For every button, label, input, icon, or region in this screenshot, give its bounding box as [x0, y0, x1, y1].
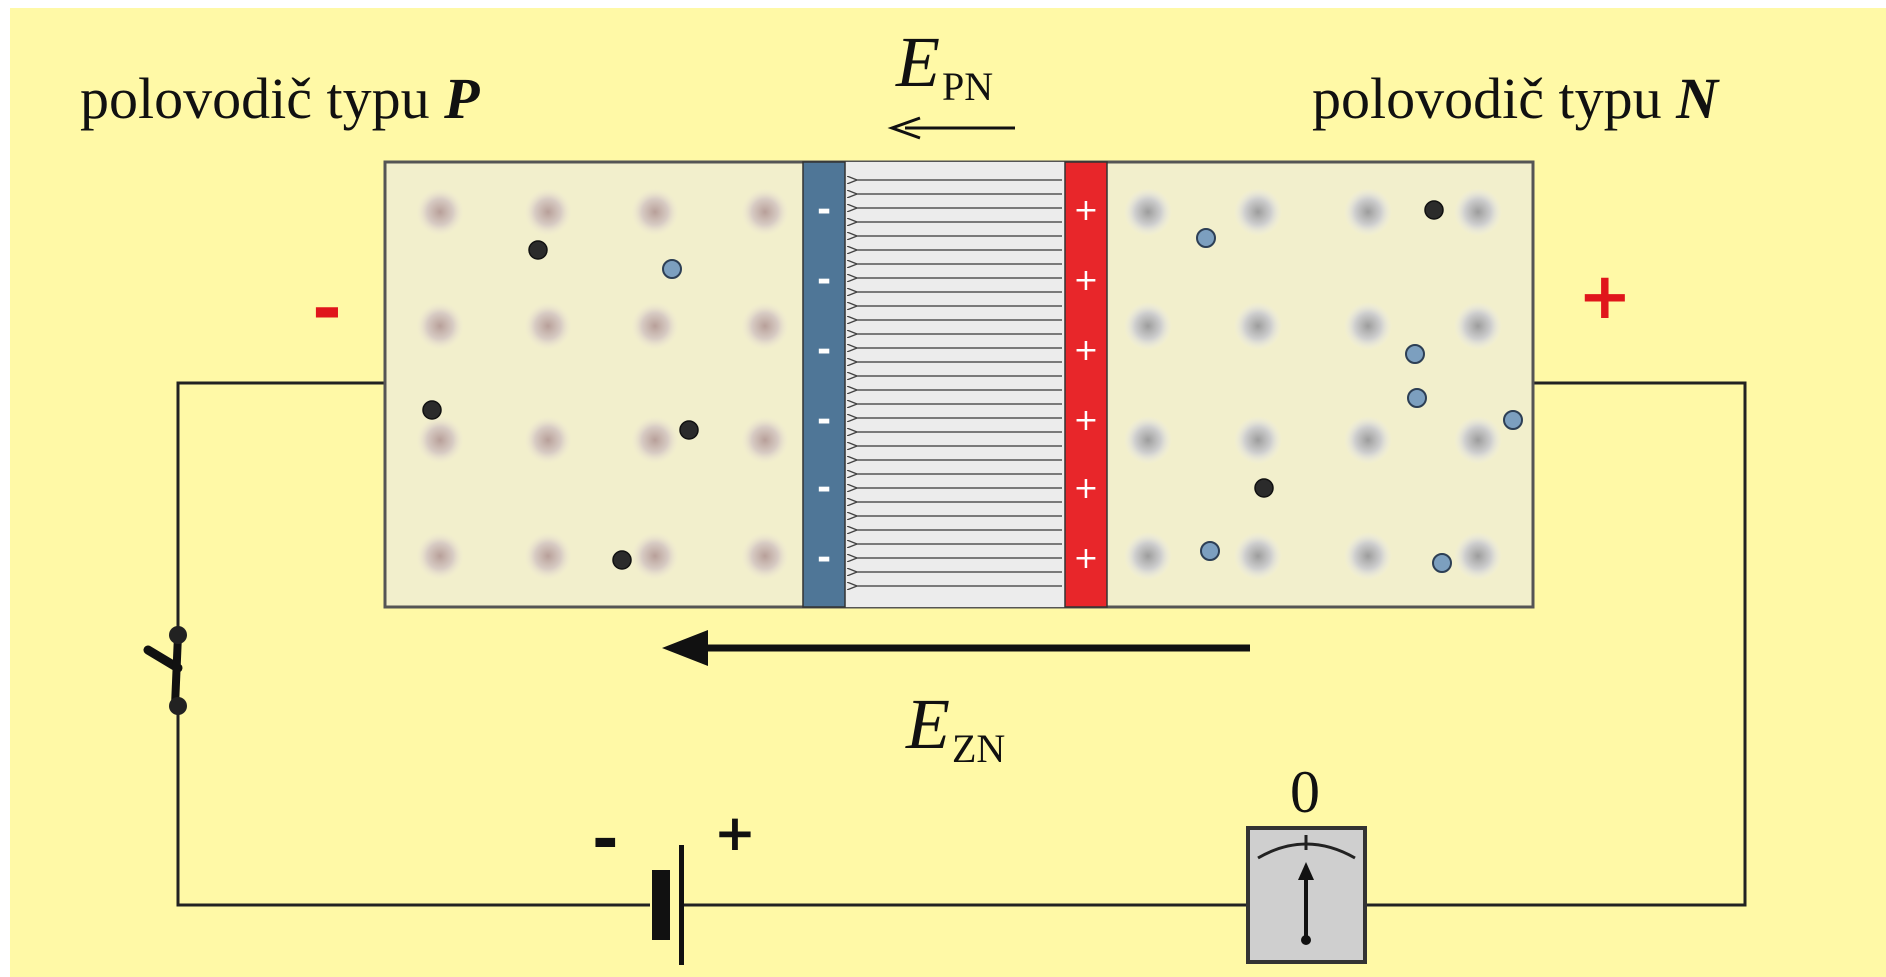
electron	[679, 420, 699, 440]
donor-ion	[1454, 302, 1502, 350]
positive-charge-sign: +	[1073, 541, 1098, 576]
battery-negative-plate	[652, 870, 670, 940]
acceptor-ion	[631, 188, 679, 236]
negative-charge-sign: -	[817, 400, 831, 440]
donor-ion	[1124, 416, 1172, 464]
donor-ion	[1124, 532, 1172, 580]
acceptor-ion	[741, 416, 789, 464]
acceptor-ion	[631, 302, 679, 350]
n-region-label: polovodič typu	[1312, 66, 1677, 131]
battery-minus-sign: -	[592, 803, 619, 877]
acceptor-ion	[631, 416, 679, 464]
negative-ion-layer	[802, 161, 846, 608]
acceptor-ion	[416, 416, 464, 464]
negative-charge-sign: -	[817, 260, 831, 300]
switch-blade	[171, 634, 182, 707]
ammeter-reading: 0	[1290, 759, 1320, 825]
donor-ion	[1234, 302, 1282, 350]
donor-ion	[1234, 188, 1282, 236]
donor-ion	[1454, 416, 1502, 464]
n-region-title: polovodič typu N	[1312, 70, 1718, 128]
positive-charge-sign: +	[1073, 403, 1098, 438]
electron	[422, 400, 442, 420]
acceptor-ion	[524, 302, 572, 350]
electron	[1254, 478, 1274, 498]
negative-charge-sign: -	[817, 190, 831, 230]
donor-ion	[1454, 188, 1502, 236]
hole	[1196, 228, 1216, 248]
donor-ion	[1344, 188, 1392, 236]
hole	[1432, 553, 1452, 573]
acceptor-ion	[741, 532, 789, 580]
acceptor-ion	[524, 532, 572, 580]
positive-charge-sign: +	[1073, 263, 1098, 298]
field-pn-arrow	[887, 116, 1015, 140]
donor-ion	[1124, 188, 1172, 236]
acceptor-ion	[524, 416, 572, 464]
acceptor-ion	[416, 302, 464, 350]
wire-left	[176, 381, 385, 635]
donor-ion	[1234, 532, 1282, 580]
electron	[612, 550, 632, 570]
battery-plus-sign: +	[714, 804, 756, 862]
positive-ion-layer	[1064, 161, 1108, 608]
donor-ion	[1454, 532, 1502, 580]
donor-ion	[1124, 302, 1172, 350]
acceptor-ion	[416, 188, 464, 236]
electron	[528, 240, 548, 260]
depletion-zone	[845, 162, 1065, 607]
circuit-wires	[176, 381, 1747, 907]
field-zn-label: EZN	[906, 684, 1006, 771]
wire-left-lower	[176, 706, 650, 907]
switch-contact-top	[169, 626, 187, 644]
wire-right	[1365, 381, 1747, 907]
ammeter-needle-tip	[1298, 862, 1314, 880]
acceptor-ion	[524, 188, 572, 236]
p-letter: P	[444, 66, 480, 131]
battery	[652, 845, 684, 965]
hole	[662, 259, 682, 279]
acceptor-ion	[741, 302, 789, 350]
switch[interactable]	[143, 626, 187, 715]
field-pn-label: EPN	[896, 22, 994, 109]
n-letter: N	[1676, 66, 1718, 131]
positive-charge-sign: +	[1073, 193, 1098, 228]
hole	[1503, 410, 1523, 430]
donor-ion	[1344, 532, 1392, 580]
donor-ion	[1344, 416, 1392, 464]
internal-field-lines	[856, 180, 1062, 586]
ammeter	[1246, 826, 1367, 964]
p-region-ions	[416, 188, 789, 580]
hole	[1200, 541, 1220, 561]
negative-charge-sign: -	[817, 468, 831, 508]
positive-charge-sign: +	[1073, 471, 1098, 506]
p-region-title: polovodič typu P	[80, 70, 480, 128]
p-region-label: polovodič typu	[80, 66, 445, 131]
acceptor-ion	[416, 532, 464, 580]
battery-positive-plate	[679, 845, 684, 965]
terminal-right-sign: +	[1578, 260, 1632, 334]
acceptor-ion	[631, 532, 679, 580]
donor-ion	[1344, 302, 1392, 350]
donor-ion	[1234, 416, 1282, 464]
field-zn-arrow	[662, 630, 1250, 666]
n-region-ions	[1124, 188, 1502, 580]
hole	[1407, 388, 1427, 408]
ammeter-pivot	[1301, 935, 1311, 945]
terminal-left-sign: -	[312, 266, 342, 350]
switch-contact-bottom	[169, 697, 187, 715]
positive-charge-sign: +	[1073, 333, 1098, 368]
hole	[1405, 344, 1425, 364]
charge-carriers	[422, 200, 1523, 573]
negative-charge-sign: -	[817, 538, 831, 578]
electron	[1424, 200, 1444, 220]
negative-charge-sign: -	[817, 330, 831, 370]
acceptor-ion	[741, 188, 789, 236]
